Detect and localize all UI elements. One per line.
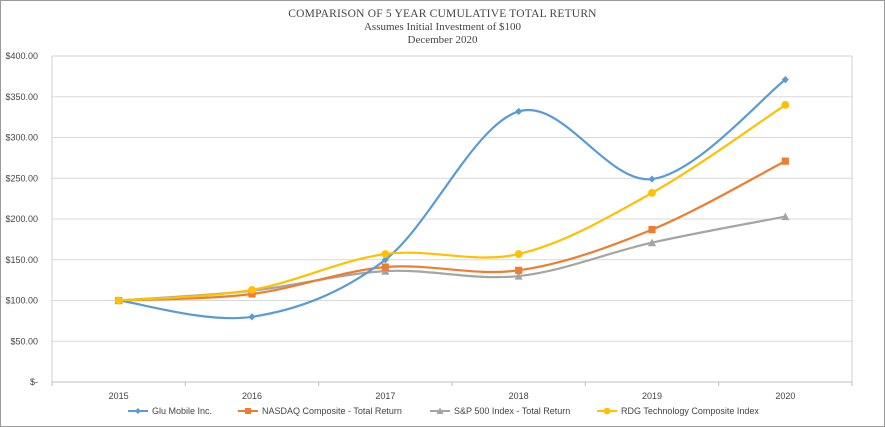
y-tick-label-7: $350.00 — [5, 92, 38, 102]
y-tick-label-8: $400.00 — [5, 51, 38, 61]
point-rdg-technology-composite-index-2020 — [781, 101, 790, 109]
point-nasdaq-composite-total-return-2018 — [515, 266, 523, 274]
y-tick-label-3: $150.00 — [5, 255, 38, 265]
legend-marker-rdg-technology-composite-index — [603, 407, 611, 415]
point-glu-mobile-inc-2017 — [381, 256, 389, 264]
point-rdg-technology-composite-index-2016 — [248, 286, 256, 294]
legend-marker-glu-mobile-inc — [135, 408, 141, 414]
x-tick-label-2020: 2020 — [775, 391, 795, 401]
y-tick-label-2: $100.00 — [5, 296, 38, 306]
point-glu-mobile-inc-2018 — [515, 107, 523, 116]
point-glu-mobile-inc-2019 — [648, 175, 656, 183]
x-tick-label-2017: 2017 — [375, 391, 395, 401]
point-s-p-500-index-total-return-2018 — [514, 271, 523, 280]
point-rdg-technology-composite-index-2019 — [648, 189, 656, 197]
legend-label-rdg-technology-composite-index: RDG Technology Composite Index — [621, 406, 759, 416]
point-s-p-500-index-total-return-2020 — [781, 212, 790, 221]
chart-title: COMPARISON OF 5 YEAR CUMULATIVE TOTAL RE… — [288, 8, 597, 20]
series-line-rdg-technology-composite-index — [118, 103, 786, 302]
y-tick-label-6: $300.00 — [5, 133, 38, 143]
legend-label-glu-mobile-inc: Glu Mobile Inc. — [152, 406, 212, 416]
point-rdg-technology-composite-index-2015 — [114, 296, 123, 305]
legend-label-s-p-500-index-total-return: S&P 500 Index - Total Return — [454, 406, 570, 416]
chart-subtitle: Assumes Initial Investment of $100 — [363, 21, 522, 33]
legend-marker-nasdaq-composite-total-return — [245, 408, 251, 414]
series-line-glu-mobile-inc — [118, 78, 786, 320]
point-nasdaq-composite-total-return-2020 — [781, 157, 789, 165]
legend-marker-s-p-500-index-total-return — [436, 407, 444, 414]
x-tick-label-2018: 2018 — [509, 391, 529, 401]
y-tick-label-1: $50.00 — [10, 336, 38, 346]
point-glu-mobile-inc-2016 — [248, 313, 256, 321]
x-tick-label-2019: 2019 — [642, 391, 662, 401]
point-nasdaq-composite-total-return-2019 — [648, 225, 656, 234]
y-tick-label-0: $- — [30, 377, 38, 387]
series-line-nasdaq-composite-total-return — [118, 160, 786, 302]
chart-subtitle-date: December 2020 — [407, 34, 478, 46]
series-line-s-p-500-index-total-return — [118, 215, 786, 302]
point-nasdaq-composite-total-return-2017 — [381, 263, 389, 271]
chart-titles: COMPARISON OF 5 YEAR CUMULATIVE TOTAL RE… — [0, 7, 885, 47]
y-tick-label-5: $250.00 — [5, 173, 38, 183]
point-glu-mobile-inc-2020 — [781, 76, 789, 84]
point-s-p-500-index-total-return-2017 — [381, 267, 390, 275]
point-rdg-technology-composite-index-2018 — [514, 250, 523, 258]
point-nasdaq-composite-total-return-2016 — [248, 290, 256, 298]
x-tick-label-2015: 2015 — [109, 391, 129, 401]
point-rdg-technology-composite-index-2017 — [381, 250, 390, 258]
x-tick-label-2016: 2016 — [242, 391, 262, 401]
y-tick-label-4: $200.00 — [5, 214, 38, 224]
point-s-p-500-index-total-return-2019 — [647, 238, 657, 247]
legend-label-nasdaq-composite-total-return: NASDAQ Composite - Total Return — [262, 406, 402, 416]
